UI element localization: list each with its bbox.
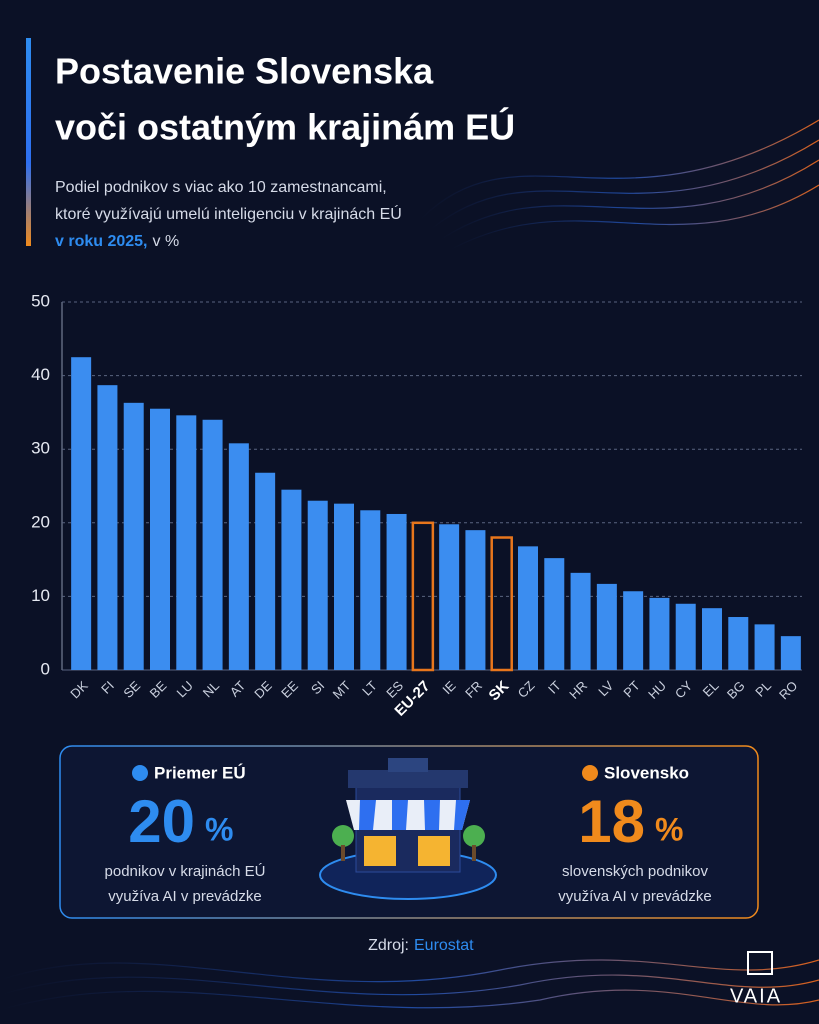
legend-dot: [582, 765, 598, 781]
bar: [255, 472, 276, 670]
store-icon: [319, 758, 497, 900]
decor-waves: [0, 119, 819, 1011]
accent-bar: [26, 38, 31, 246]
bar: [411, 521, 435, 672]
bar: [675, 603, 696, 670]
bar: [334, 503, 354, 670]
bar: [386, 513, 407, 670]
bar: [728, 617, 749, 670]
bar: [702, 608, 722, 670]
summary-unit: %: [655, 811, 683, 847]
bar: [596, 583, 617, 670]
subtitle: ktoré využívajú umelú inteligenciu v kra…: [55, 204, 402, 223]
bar: [123, 402, 144, 670]
bar: [281, 489, 302, 670]
summary-text: využíva AI v prevádzke: [108, 888, 261, 905]
bar: [490, 536, 513, 672]
summary-value: 18: [578, 788, 645, 855]
subtitle: Podiel podnikov s viac ako 10 zamestnanc…: [55, 179, 387, 196]
summary-text: podnikov v krajinách EÚ: [105, 863, 266, 880]
subtitle-unit: v %: [153, 233, 180, 250]
bar: [307, 500, 328, 670]
bar: [518, 546, 538, 670]
title: voči ostatným krajinám EÚ: [55, 106, 515, 148]
subtitle-year: v roku 2025,: [55, 233, 148, 250]
summary-text: využíva AI v prevádzke: [558, 888, 711, 905]
bar: [754, 624, 775, 670]
source-label: Zdroj:: [368, 937, 409, 954]
bar: [150, 408, 170, 670]
bar: [623, 591, 644, 670]
bar: [360, 510, 381, 670]
summary: Priemer EÚ 20 % podnikov v krajinách EÚ využ…: [105, 763, 712, 904]
summary-unit: %: [205, 811, 233, 847]
bar: [439, 524, 460, 670]
summary-label: Priemer EÚ: [154, 763, 246, 782]
bar: [465, 530, 486, 670]
y-tick-label: 40: [31, 365, 50, 384]
bar: [97, 385, 118, 670]
bar: [228, 443, 249, 670]
title: Postavenie Slovenska: [55, 51, 434, 92]
y-tick-label: 20: [31, 512, 50, 531]
summary-value: 20: [128, 788, 195, 855]
y-tick-label: 10: [31, 586, 50, 605]
source-name: Eurostat: [414, 937, 474, 954]
logo-mark: [747, 951, 773, 975]
bar: [544, 558, 565, 670]
bar: [71, 357, 92, 670]
bar: [649, 597, 670, 670]
legend-dot: [132, 765, 148, 781]
y-tick-label: 30: [31, 439, 50, 458]
summary-label: Slovensko: [604, 763, 689, 782]
bar: [176, 415, 197, 670]
bar: [570, 572, 591, 670]
subtitle: v roku 2025, v %: [55, 233, 179, 250]
bar: [202, 419, 223, 670]
y-tick-label: 50: [31, 291, 50, 310]
bar: [780, 636, 801, 670]
y-tick-label: 0: [41, 659, 50, 678]
summary-text: slovenských podnikov: [562, 863, 708, 880]
logo: VAIA: [730, 985, 782, 1007]
